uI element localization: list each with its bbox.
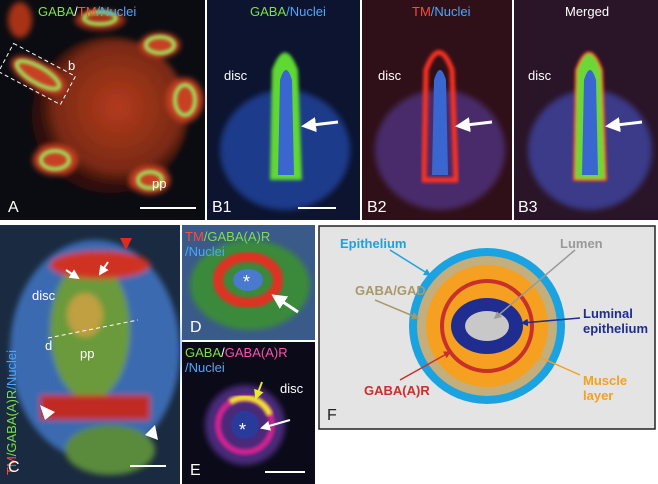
arrow bbox=[605, 117, 643, 133]
panel-title: TM/Nuclei bbox=[412, 4, 471, 19]
lumen-nuclei bbox=[582, 70, 598, 175]
leaders bbox=[374, 249, 581, 381]
panel-label: B2 bbox=[367, 199, 387, 216]
box-label: b bbox=[68, 58, 75, 73]
arrow bbox=[98, 261, 109, 276]
gaba-arc bbox=[228, 394, 273, 417]
panel-a: GABA/TM/Nuclei b pp A bbox=[0, 0, 205, 220]
panel-title: GABA/GABA(A)R bbox=[185, 345, 288, 360]
asterisk: * bbox=[243, 272, 250, 292]
asterisk: * bbox=[239, 420, 246, 440]
panel-title: TM/GABA(A)R/Nuclei bbox=[4, 350, 19, 475]
panel-label: E bbox=[190, 462, 201, 479]
gaba-a-r-label: GABA(A)R bbox=[364, 383, 430, 398]
arrowhead-marker bbox=[40, 405, 55, 420]
panel-label: B1 bbox=[212, 199, 232, 216]
lumen-label: Lumen bbox=[560, 236, 603, 251]
epithelium-label: Epithelium bbox=[340, 236, 406, 251]
panel-label: D bbox=[190, 319, 202, 336]
panel-title: GABA/TM/Nuclei bbox=[38, 4, 136, 19]
panel-c: TM/GABA(A)R/Nuclei disc d pp C bbox=[0, 225, 180, 484]
arrowhead-marker bbox=[120, 238, 132, 250]
disc-label: disc bbox=[528, 68, 552, 83]
panel-title: GABA/Nuclei bbox=[250, 4, 326, 19]
panel-label: C bbox=[8, 459, 20, 476]
arrow bbox=[254, 381, 264, 400]
panel-b3: Merged disc B3 bbox=[514, 0, 658, 220]
disc-label: disc bbox=[224, 68, 248, 83]
arrowhead-marker bbox=[145, 425, 158, 440]
dashed-line bbox=[47, 319, 139, 339]
panel-title: Merged bbox=[565, 4, 609, 19]
arrow bbox=[455, 117, 493, 133]
panel-title-line2: /Nuclei bbox=[185, 244, 225, 259]
panel-label: B3 bbox=[518, 199, 538, 216]
arrow bbox=[65, 269, 80, 280]
panel-label: F bbox=[327, 407, 337, 424]
arrow bbox=[301, 117, 339, 133]
gaba-rings bbox=[14, 10, 197, 190]
panel-title-line2: /Nuclei bbox=[185, 360, 225, 375]
disc-label: disc bbox=[280, 381, 304, 396]
pp-label: pp bbox=[152, 176, 166, 191]
gaba-gad-label: GABA/GAD bbox=[355, 283, 426, 298]
panel-d: TM/GABA(A)R /Nuclei * D bbox=[182, 225, 315, 340]
muscle-label: Muscle layer bbox=[583, 373, 627, 403]
d-label: d bbox=[45, 338, 52, 353]
panel-b2: TM/Nuclei disc B2 bbox=[362, 0, 512, 220]
lumen bbox=[465, 311, 509, 341]
panel-b1: GABA/Nuclei disc B1 bbox=[207, 0, 360, 220]
panel-f: Epithelium Lumen GABA/GAD Luminal epithel… bbox=[318, 225, 656, 430]
panel-e: GABA/GABA(A)R /Nuclei disc * E bbox=[182, 342, 315, 484]
tm-signal bbox=[421, 50, 459, 183]
disc-label: disc bbox=[32, 288, 56, 303]
luminal-label: Luminal epithelium bbox=[583, 306, 648, 336]
arrow bbox=[271, 294, 299, 314]
disc-label: disc bbox=[378, 68, 402, 83]
lumen bbox=[233, 269, 263, 291]
panel-label: A bbox=[8, 199, 19, 216]
lumen bbox=[231, 411, 259, 439]
panel-title: TM/GABA(A)R bbox=[185, 229, 270, 244]
lumen-nuclei bbox=[432, 70, 448, 175]
arrow bbox=[260, 419, 291, 431]
lumen-nuclei bbox=[278, 70, 294, 175]
pp-label: pp bbox=[80, 346, 94, 361]
tm-ring bbox=[213, 252, 283, 308]
